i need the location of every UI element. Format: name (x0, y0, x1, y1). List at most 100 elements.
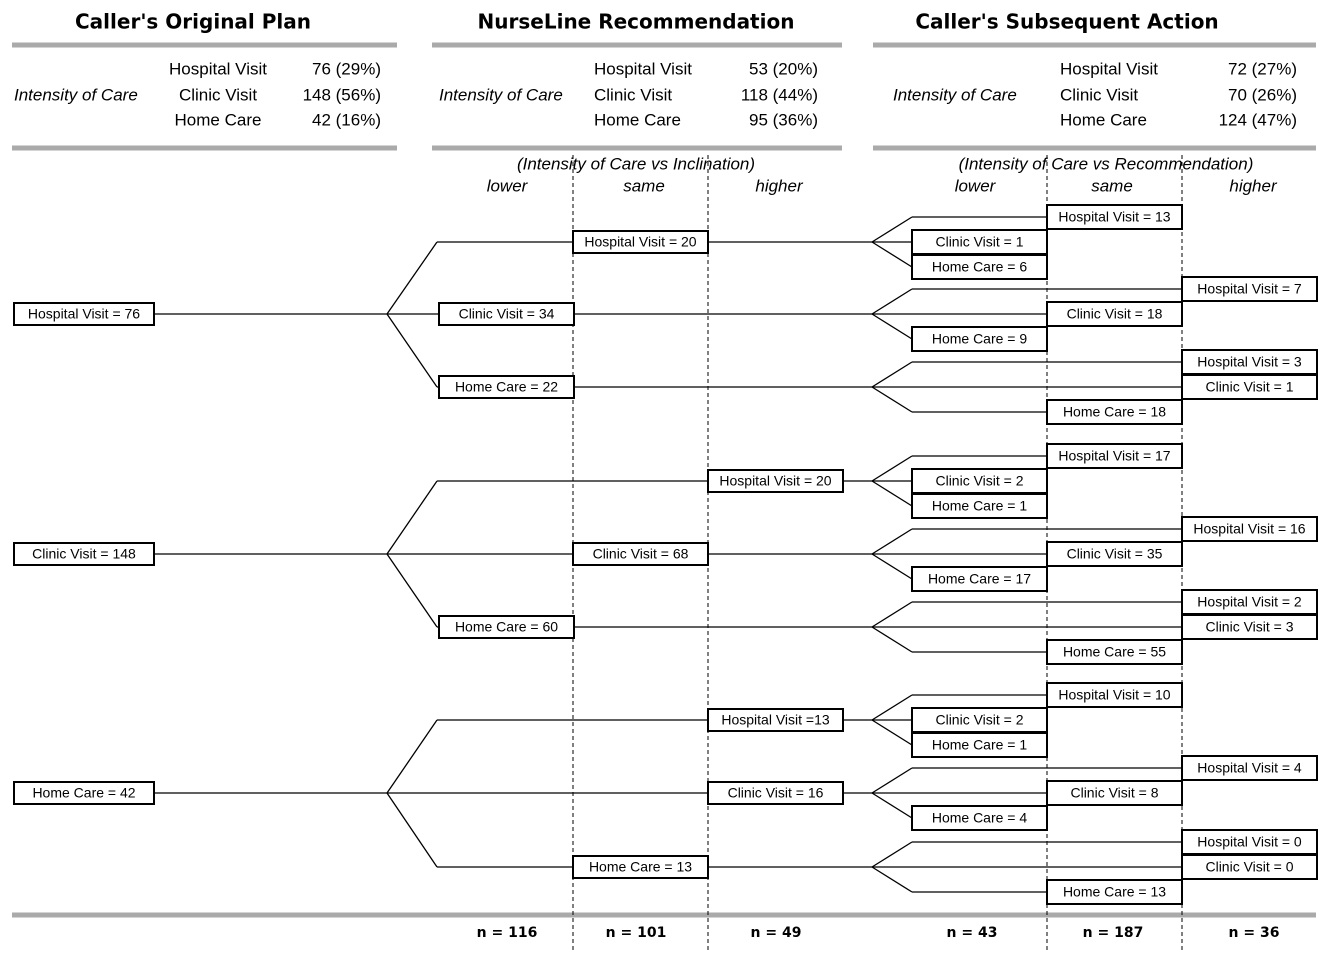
connector (871, 841, 913, 868)
connector (871, 528, 913, 555)
row-value: 76 (29%) (312, 59, 381, 78)
node-level3-label: Clinic Visit = 2 (935, 473, 1023, 489)
row-label: Clinic Visit (179, 85, 257, 104)
node-level2 (438, 375, 575, 399)
row-value: 72 (27%) (1228, 59, 1297, 78)
node-level2 (572, 230, 709, 254)
connector (871, 480, 913, 507)
node-level3 (1181, 589, 1318, 615)
n-count: n = 36 (1229, 925, 1280, 941)
connector (871, 866, 913, 893)
node-level3-label: Clinic Visit = 8 (1070, 785, 1158, 801)
node-level3 (911, 732, 1048, 758)
node-level3 (1181, 374, 1318, 400)
row-value: 70 (26%) (1228, 85, 1297, 104)
connector (871, 455, 913, 482)
node-level1 (13, 781, 155, 805)
node-level3-label: Home Care = 1 (932, 498, 1028, 514)
level-label: lower (955, 176, 997, 195)
node-level3-label: Hospital Visit = 13 (1058, 209, 1170, 225)
level-label: lower (487, 176, 529, 195)
node-level3 (1046, 682, 1183, 708)
connector (871, 553, 913, 580)
node-level3-label: Clinic Visit = 0 (1205, 859, 1293, 875)
connector (871, 719, 913, 746)
node-level3-label: Home Care = 55 (1063, 644, 1166, 660)
node-level3-label: Clinic Visit = 35 (1067, 546, 1163, 562)
node-level3 (1046, 780, 1183, 806)
node-level2-label: Home Care = 22 (455, 379, 558, 395)
node-level2 (438, 615, 575, 639)
node-level3-label: Hospital Visit = 17 (1058, 448, 1170, 464)
node-level3 (911, 493, 1048, 519)
node-level1-label: Home Care = 42 (32, 785, 135, 801)
node-level3-label: Hospital Visit = 10 (1058, 687, 1170, 703)
node-level3-label: Hospital Visit = 4 (1197, 760, 1302, 776)
node-level3 (1181, 349, 1318, 375)
node-level3 (911, 805, 1048, 831)
node-level2 (572, 855, 709, 879)
node-level2-label: Home Care = 13 (589, 859, 692, 875)
row-value: 148 (56%) (303, 85, 381, 104)
node-level3 (1181, 755, 1318, 781)
connector (386, 553, 438, 628)
n-count: n = 116 (477, 925, 538, 941)
node-level3-label: Home Care = 17 (928, 571, 1031, 587)
connector (871, 386, 913, 413)
connector (871, 694, 913, 721)
node-level1-label: Hospital Visit = 76 (28, 306, 140, 322)
n-count: n = 43 (947, 925, 998, 941)
level-label: same (1091, 176, 1133, 195)
connector (871, 361, 913, 388)
node-level1-label: Clinic Visit = 148 (32, 546, 136, 562)
row-value: 95 (36%) (749, 110, 818, 129)
connector (871, 216, 913, 243)
node-level1 (13, 542, 155, 566)
node-level3 (1181, 516, 1318, 542)
node-level2-label: Hospital Visit = 20 (584, 234, 696, 250)
connector (871, 626, 913, 653)
row-label: Home Care (594, 110, 681, 129)
n-count: n = 49 (751, 925, 802, 941)
node-level3 (1046, 399, 1183, 425)
node-level3 (1046, 443, 1183, 469)
node-level3-label: Hospital Visit = 16 (1193, 521, 1305, 537)
node-level1 (13, 302, 155, 326)
n-count: n = 187 (1083, 925, 1144, 941)
node-level3 (1181, 854, 1318, 880)
node-level2-label: Clinic Visit = 68 (593, 546, 689, 562)
node-level3 (1046, 639, 1183, 665)
connector (871, 792, 913, 819)
node-level3-label: Clinic Visit = 1 (1205, 379, 1293, 395)
node-level3-label: Clinic Visit = 18 (1067, 306, 1163, 322)
row-label: Home Care (1060, 110, 1147, 129)
connector (386, 792, 438, 868)
node-level3 (911, 566, 1048, 592)
node-level2 (707, 781, 844, 805)
row-value: 118 (44%) (741, 85, 818, 104)
node-level2 (438, 302, 575, 326)
node-level2 (707, 469, 844, 493)
column-title: Caller's Original Plan (75, 10, 311, 34)
node-level3 (1046, 301, 1183, 327)
node-level2 (707, 708, 844, 732)
node-level3-label: Clinic Visit = 3 (1205, 619, 1293, 635)
column-title: Caller's Subsequent Action (915, 10, 1218, 34)
node-level3-label: Home Care = 9 (932, 331, 1028, 347)
row-label: Home Care (175, 110, 262, 129)
connector (386, 719, 438, 794)
node-level3 (911, 326, 1048, 352)
node-level3-label: Hospital Visit = 0 (1197, 834, 1302, 850)
node-level3-label: Hospital Visit = 2 (1197, 594, 1302, 610)
row-label: Hospital Visit (594, 59, 692, 78)
node-level2-label: Clinic Visit = 16 (728, 785, 824, 801)
node-level3-label: Home Care = 4 (932, 810, 1028, 826)
level-label: higher (1229, 176, 1278, 195)
connector (871, 601, 913, 628)
node-level3 (1181, 276, 1318, 302)
row-value: 124 (47%) (1219, 110, 1297, 129)
node-level2-label: Hospital Visit =13 (721, 712, 830, 728)
connector (386, 313, 438, 388)
node-level3 (1181, 614, 1318, 640)
